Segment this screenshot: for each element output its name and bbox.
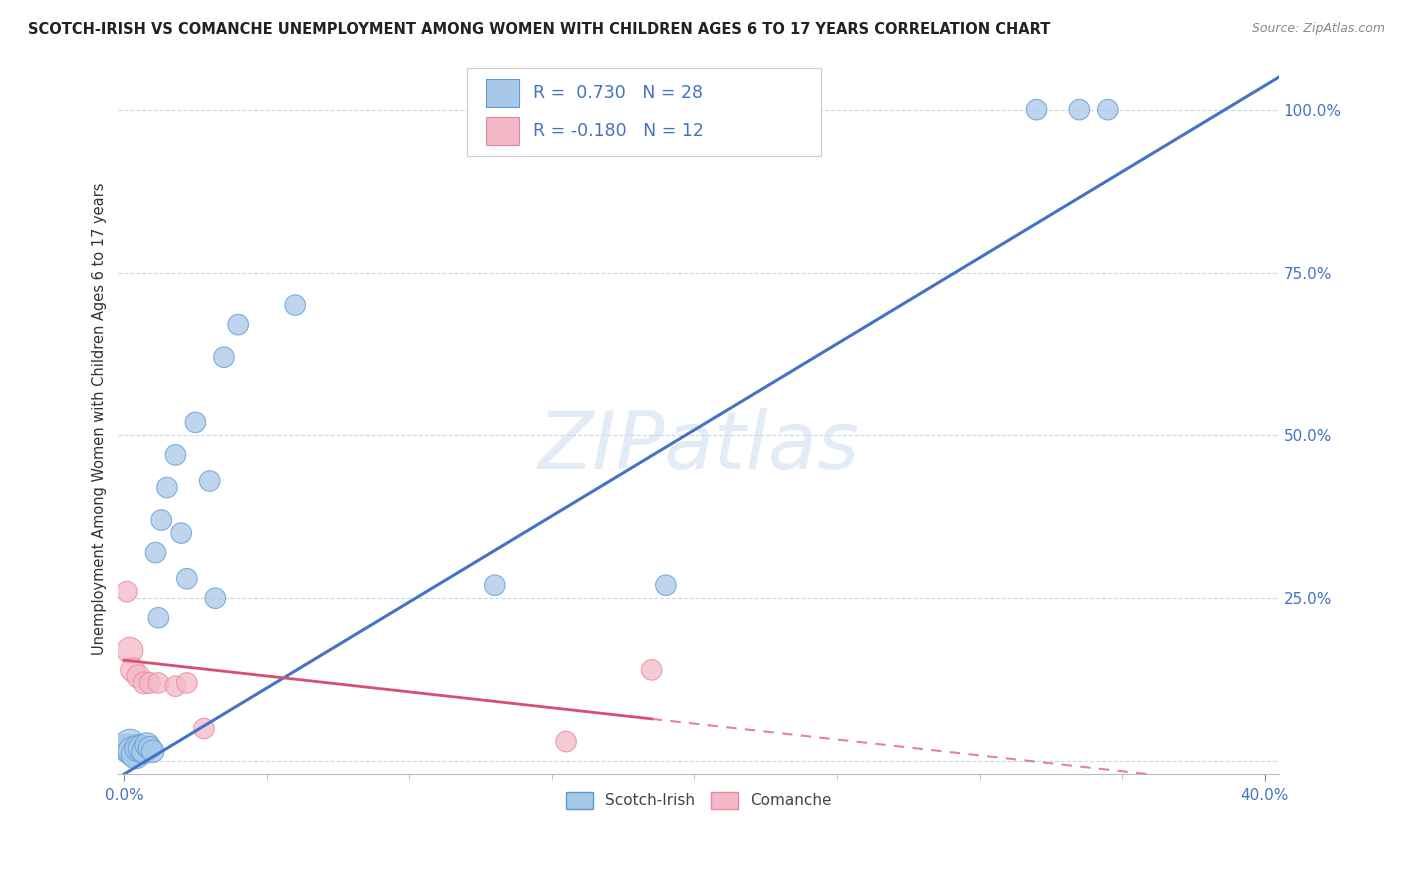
Legend: Scotch-Irish, Comanche: Scotch-Irish, Comanche	[558, 784, 839, 816]
FancyBboxPatch shape	[486, 79, 519, 107]
Point	[127, 669, 149, 683]
Point	[176, 676, 198, 690]
Point	[150, 513, 173, 527]
Point	[145, 546, 167, 560]
Point	[165, 679, 187, 693]
Point	[118, 738, 141, 752]
Y-axis label: Unemployment Among Women with Children Ages 6 to 17 years: Unemployment Among Women with Children A…	[93, 183, 107, 656]
Point	[139, 741, 162, 756]
Point	[1069, 103, 1091, 117]
Text: SCOTCH-IRISH VS COMANCHE UNEMPLOYMENT AMONG WOMEN WITH CHILDREN AGES 6 TO 17 YEA: SCOTCH-IRISH VS COMANCHE UNEMPLOYMENT AM…	[28, 22, 1050, 37]
Point	[640, 663, 662, 677]
Point	[1025, 103, 1047, 117]
Point	[148, 611, 170, 625]
Point	[198, 474, 221, 488]
Point	[118, 643, 141, 657]
Point	[204, 591, 226, 606]
FancyBboxPatch shape	[467, 68, 821, 156]
Point	[115, 741, 138, 756]
Point	[124, 747, 146, 762]
Text: R = -0.180   N = 12: R = -0.180 N = 12	[533, 122, 703, 140]
Point	[284, 298, 307, 312]
Point	[484, 578, 506, 592]
FancyBboxPatch shape	[486, 117, 519, 145]
Text: Source: ZipAtlas.com: Source: ZipAtlas.com	[1251, 22, 1385, 36]
Point	[165, 448, 187, 462]
Point	[148, 676, 170, 690]
Text: ZIPatlas: ZIPatlas	[537, 409, 859, 486]
Point	[212, 350, 235, 364]
Point	[136, 738, 159, 752]
Point	[127, 741, 149, 756]
Point	[115, 584, 138, 599]
Point	[193, 722, 215, 736]
Point	[121, 744, 143, 758]
Point	[139, 676, 162, 690]
Point	[226, 318, 249, 332]
Point	[129, 741, 152, 756]
Point	[555, 734, 578, 748]
Point	[184, 415, 207, 429]
Point	[655, 578, 678, 592]
Point	[142, 744, 165, 758]
Point	[121, 663, 143, 677]
Text: R =  0.730   N = 28: R = 0.730 N = 28	[533, 84, 703, 103]
Point	[156, 481, 179, 495]
Point	[132, 676, 155, 690]
Point	[170, 526, 193, 541]
Point	[176, 572, 198, 586]
Point	[132, 744, 155, 758]
Point	[1097, 103, 1119, 117]
